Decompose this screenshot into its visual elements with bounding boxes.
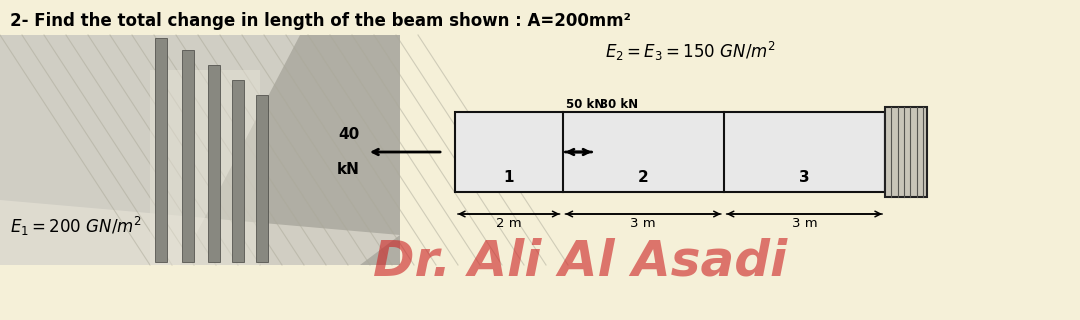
- Text: 1: 1: [503, 170, 514, 185]
- Text: Dr. Ali Al Asadi: Dr. Ali Al Asadi: [373, 238, 787, 286]
- Text: kN: kN: [337, 162, 360, 177]
- Text: 40: 40: [339, 127, 360, 142]
- Text: $E_2 = E_3 = 150\ GN/m^2$: $E_2 = E_3 = 150\ GN/m^2$: [605, 40, 775, 63]
- Polygon shape: [455, 112, 885, 192]
- Text: 2 m: 2 m: [496, 217, 522, 230]
- Text: $E_1 = 200\ GN/m^2$: $E_1 = 200\ GN/m^2$: [10, 215, 143, 238]
- Polygon shape: [232, 80, 244, 262]
- Polygon shape: [183, 50, 194, 262]
- Polygon shape: [150, 70, 260, 265]
- Polygon shape: [0, 200, 400, 265]
- Text: 3: 3: [799, 170, 810, 185]
- Polygon shape: [885, 107, 927, 197]
- Polygon shape: [208, 65, 220, 262]
- Text: 50 kN: 50 kN: [566, 98, 604, 111]
- Polygon shape: [180, 35, 400, 265]
- Polygon shape: [0, 35, 400, 265]
- Text: 30 kN: 30 kN: [599, 98, 637, 111]
- Text: 2- Find the total change in length of the beam shown : A=200mm²: 2- Find the total change in length of th…: [10, 12, 631, 30]
- Text: 3 m: 3 m: [631, 217, 656, 230]
- Text: 3 m: 3 m: [792, 217, 818, 230]
- Polygon shape: [156, 38, 167, 262]
- Polygon shape: [256, 95, 268, 262]
- Text: 2: 2: [638, 170, 648, 185]
